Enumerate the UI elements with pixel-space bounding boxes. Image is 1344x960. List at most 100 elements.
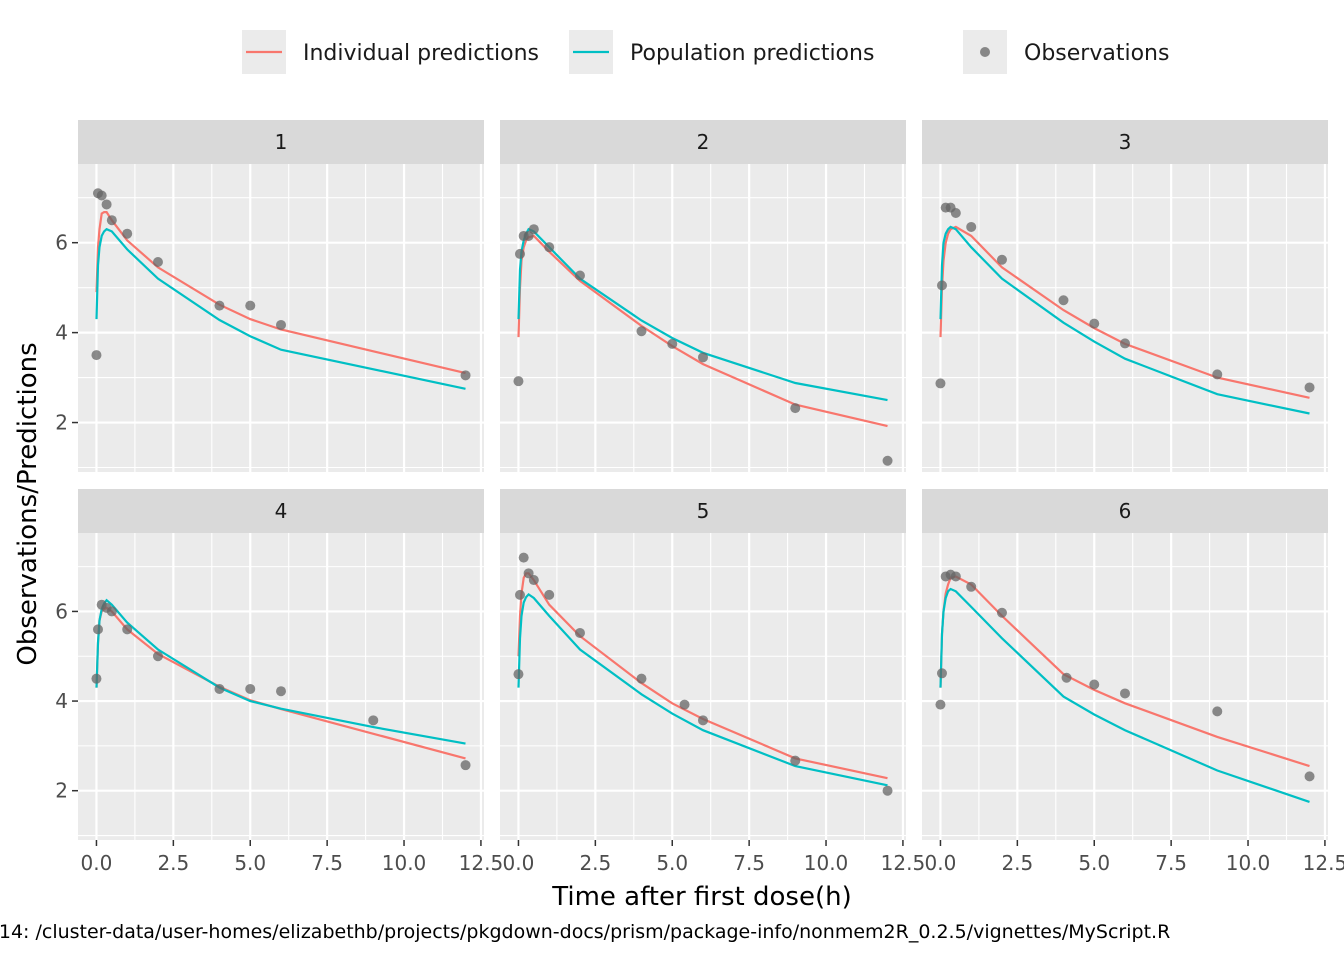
panel-5: 5 0.0 2.5 5.0 7.5 10.0 12.5 [500, 489, 925, 875]
y-tick-label: 6 [55, 599, 68, 623]
facet-strip [500, 120, 906, 164]
x-tick-label: 12.5 [459, 851, 504, 875]
legend-label: Individual predictions [303, 41, 539, 66]
x-tick-label: 5.0 [234, 851, 266, 875]
facet-label: 5 [697, 499, 710, 523]
x-tick-label: 2.5 [1001, 851, 1033, 875]
observation-point [101, 199, 112, 210]
observation-point [106, 215, 117, 226]
panel-background [78, 164, 484, 472]
population-predictions-line [939, 587, 1310, 803]
panel-background [500, 533, 906, 840]
observation-point [698, 715, 708, 726]
facet-label: 6 [1119, 499, 1132, 523]
x-tick-label: 12.5 [1303, 851, 1344, 875]
facet-strip [922, 489, 1328, 533]
observation-point [936, 668, 947, 679]
observation-point [936, 280, 947, 291]
x-tick-label: 12.5 [881, 851, 926, 875]
observation-point [528, 575, 539, 586]
observation-point [790, 403, 801, 414]
observation-point [1089, 679, 1100, 690]
facet-label: 4 [275, 499, 288, 523]
population-predictions-line [939, 225, 1310, 415]
panel-background [922, 533, 1328, 840]
x-tick-label: 10.0 [382, 851, 427, 875]
x-tick-label: 5.0 [1078, 851, 1110, 875]
observation-point [544, 589, 555, 600]
individual-predictions-line [939, 225, 1310, 399]
observation-point [574, 627, 585, 638]
population-predictions-line [95, 227, 466, 390]
observation-point [1058, 295, 1069, 306]
observation-point [513, 376, 524, 387]
legend-point-swatch [980, 47, 990, 57]
observation-point [1061, 672, 1072, 683]
facet-strip [500, 489, 906, 533]
observation-point [882, 455, 893, 466]
observation-point [790, 755, 801, 766]
observation-point [636, 326, 647, 337]
facet-strip [922, 120, 1328, 164]
observation-point [523, 568, 534, 579]
x-tick-label: 0.0 [503, 851, 535, 875]
observation-point [1212, 369, 1223, 380]
observation-point [996, 607, 1007, 618]
panel-3: 3 [922, 120, 1328, 472]
observation-point [91, 673, 102, 684]
observation-point [276, 319, 286, 330]
observation-point [460, 760, 471, 771]
observation-point [245, 300, 256, 311]
observation-point [935, 378, 946, 389]
observation-point [523, 230, 534, 241]
observation-point [667, 338, 678, 349]
observation-point [574, 270, 585, 281]
observation-point [679, 699, 690, 710]
observation-point [1212, 706, 1223, 717]
panel-2: 2 [500, 120, 906, 472]
observation-point [152, 651, 163, 662]
facet-strip [78, 120, 484, 164]
y-tick-label: 2 [55, 779, 68, 803]
observation-point [1120, 338, 1130, 349]
observation-point [996, 254, 1007, 265]
x-tick-label: 10.0 [804, 851, 849, 875]
population-predictions-line [95, 598, 466, 745]
observation-point [122, 624, 133, 635]
observation-point [91, 350, 102, 361]
x-tick-label: 10.0 [1226, 851, 1271, 875]
observation-point [514, 589, 525, 600]
observation-point [245, 683, 256, 694]
observation-point [518, 552, 529, 563]
observation-point [528, 224, 539, 235]
observation-point [698, 352, 708, 363]
observation-point [966, 221, 977, 232]
observation-point [636, 673, 647, 684]
observation-point [950, 208, 961, 219]
panel-background [500, 164, 906, 472]
legend-label: Population predictions [630, 41, 874, 66]
facet-label: 2 [697, 130, 710, 154]
x-tick-label: 5.0 [656, 851, 688, 875]
script-path-caption: -14: /cluster-data/user-homes/elizabethb… [0, 921, 1171, 943]
y-axis-title: Observations/Predictions [13, 342, 43, 665]
observation-point [214, 300, 225, 311]
observation-point [152, 257, 163, 268]
population-predictions-line [517, 592, 888, 787]
x-tick-label: 7.5 [1155, 851, 1187, 875]
observation-point [950, 571, 961, 582]
panel-background [922, 164, 1328, 472]
observation-point [1304, 382, 1315, 393]
observation-point [122, 228, 133, 239]
legend-label: Observations [1024, 41, 1169, 66]
panel-4: 4 2 4 6 0.0 2.5 5.0 7.5 10.0 12.5 [55, 489, 503, 875]
y-tick-label: 2 [55, 411, 68, 435]
observation-point [882, 785, 893, 796]
observation-point [544, 242, 555, 253]
observation-point [1304, 771, 1315, 782]
observation-point [1089, 318, 1100, 329]
x-tick-label: 7.5 [733, 851, 765, 875]
y-tick-label: 4 [55, 321, 68, 345]
legend: Individual predictions Population predict… [242, 30, 1169, 74]
